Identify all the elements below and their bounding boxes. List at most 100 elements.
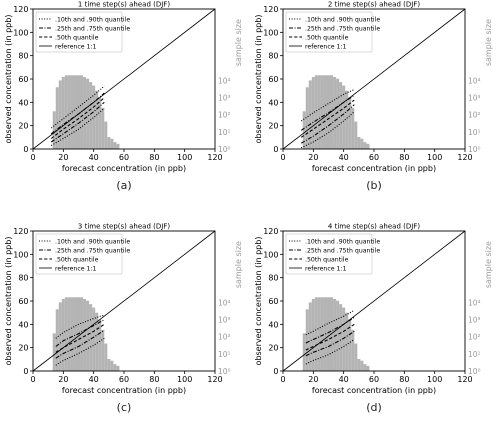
chart-title: 4 time step(s) ahead (DJF): [328, 223, 420, 231]
y-tick-label: 20: [268, 344, 278, 353]
sample-size-tick-label: 10¹: [468, 128, 481, 137]
y-tick-label: 0: [23, 367, 28, 376]
sample-size-tick-label: 10¹: [468, 350, 481, 359]
histogram-bar: [61, 77, 65, 149]
histogram-bar: [336, 78, 340, 149]
sample-size-axis-label: sample size: [234, 19, 243, 66]
y-tick-label: 120: [13, 227, 28, 236]
chart-panel-2: 2 time step(s) ahead (DJF) 0 20 40 60 80 100 12…: [254, 1, 493, 193]
reference-line: [282, 8, 466, 150]
histogram-bar: [314, 297, 318, 371]
sample-size-tick-label: 10⁴: [218, 76, 231, 85]
histogram-bar: [110, 138, 114, 149]
sample-size-tick-label: 10⁴: [468, 298, 481, 307]
legend-label: .10th and .90th quantile: [305, 239, 380, 246]
histogram-bar: [89, 304, 93, 371]
legend-box: [35, 233, 123, 275]
histogram-bar: [360, 360, 364, 371]
histogram-bar: [101, 329, 105, 371]
reference-line: [32, 8, 216, 150]
legend-label: reference 1:1: [305, 44, 347, 51]
histogram-bar: [302, 333, 306, 371]
quantile-line-dotted: [50, 85, 105, 129]
legend-label: .25th and .75th quantile: [305, 248, 380, 255]
quantile-line-dotted: [305, 309, 355, 336]
quantile-line-dotted: [55, 314, 105, 339]
histogram-bar: [95, 90, 99, 149]
y-tick-label: 100: [13, 28, 28, 37]
chart-title: 1 time step(s) ahead (DJF): [78, 1, 170, 9]
histogram-bar: [58, 80, 62, 149]
sample-size-tick-label: 10²: [218, 333, 231, 342]
histogram-bar: [64, 297, 68, 371]
y-tick-label: 0: [273, 145, 278, 154]
y-tick-label: 40: [18, 98, 28, 107]
histogram-bar: [357, 359, 361, 371]
x-axis-label: forecast concentration (in ppb): [312, 386, 436, 395]
histogram-bar: [52, 111, 56, 149]
y-tick-label: 20: [268, 122, 278, 131]
y-tick-label: 80: [268, 52, 278, 61]
histogram-bar: [101, 107, 105, 149]
sample-size-tick-label: 10²: [468, 111, 481, 120]
histogram-bar: [320, 297, 324, 371]
x-tick-label: 40: [339, 375, 349, 384]
legend: .10th and .90th quantile .25th and .75th …: [35, 11, 130, 53]
x-tick-label: 20: [58, 375, 68, 384]
y-tick-label: 40: [268, 98, 278, 107]
y-tick-label: 120: [263, 227, 278, 236]
histogram-bar: [354, 121, 358, 149]
sample-size-axis-label: sample size: [484, 241, 493, 288]
histogram-bar: [116, 365, 120, 371]
histogram-bar: [110, 360, 114, 371]
quantile-line-dashed: [55, 323, 105, 353]
x-tick-label: 0: [280, 153, 285, 162]
histogram-bar: [92, 307, 96, 371]
x-tick-label: 120: [457, 375, 472, 384]
y-tick-label: 40: [18, 320, 28, 329]
sample-size-tick-label: 10⁴: [218, 298, 231, 307]
x-axis-label: forecast concentration (in ppb): [62, 386, 186, 395]
quantile-line-dotted: [55, 337, 105, 366]
histogram-bar: [314, 75, 318, 149]
x-tick-label: 120: [207, 375, 222, 384]
histogram-bar: [348, 97, 352, 149]
histogram-bar: [73, 297, 77, 371]
y-tick-label: 80: [268, 274, 278, 283]
histogram-bar: [86, 78, 90, 149]
y-tick-label: 60: [18, 75, 28, 84]
legend-box: [285, 233, 373, 275]
histogram-bar: [55, 87, 59, 149]
histogram-bar: [305, 309, 309, 371]
histogram-bar: [89, 82, 93, 149]
sample-size-tick-label: 10⁰: [468, 367, 481, 376]
x-tick-label: 40: [339, 153, 349, 162]
chart-panel-4: 4 time step(s) ahead (DJF) 0 20 40 60 80 100 12…: [254, 223, 493, 415]
quantile-line-dashdot: [50, 101, 105, 143]
y-axis-label: observed concentration (in ppb): [254, 15, 263, 144]
histogram-bar: [363, 364, 367, 371]
quantile-line-dashdot: [300, 104, 355, 144]
x-tick-label: 80: [149, 153, 159, 162]
histogram-bar: [64, 75, 68, 149]
histogram-bar: [58, 302, 62, 371]
histogram-bar: [113, 364, 117, 371]
histogram-bar: [86, 300, 90, 371]
y-axis-label: observed concentration (in ppb): [4, 15, 13, 144]
legend-label: .50th quantile: [305, 35, 349, 42]
x-tick-label: 100: [177, 375, 192, 384]
sample-size-tick-label: 10³: [468, 94, 481, 103]
quantile-line-dotted: [300, 111, 355, 149]
y-tick-label: 120: [263, 5, 278, 14]
sample-size-tick-label: 10⁰: [218, 367, 231, 376]
legend-label: .25th and .75th quantile: [55, 26, 130, 33]
histogram-bar: [336, 300, 340, 371]
histogram-bar: [116, 143, 120, 149]
y-tick-label: 80: [18, 52, 28, 61]
histogram-bar: [107, 137, 111, 149]
x-tick-label: 20: [308, 375, 318, 384]
y-tick-label: 0: [23, 145, 28, 154]
sample-size-tick-label: 10⁰: [218, 145, 231, 154]
x-tick-label: 60: [369, 375, 379, 384]
histogram-bar: [366, 143, 370, 149]
